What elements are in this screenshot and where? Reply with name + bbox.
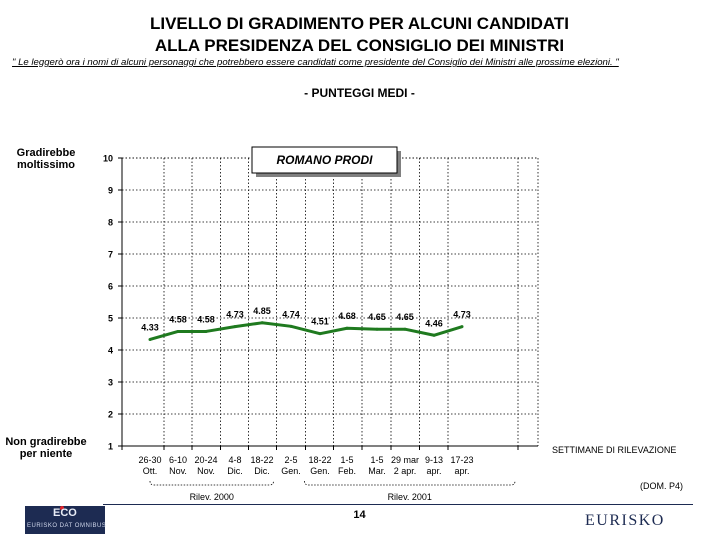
data-label: 4.65 — [368, 312, 386, 322]
data-label: 4.33 — [141, 322, 159, 332]
group-label: Rilev. 2000 — [190, 492, 234, 502]
chart-title: ROMANO PRODI — [277, 153, 374, 167]
x-tick-label: 18-22 — [308, 455, 331, 465]
data-label: 4.65 — [396, 312, 414, 322]
x-tick-label: 9-13 — [425, 455, 443, 465]
y-tick-label: 8 — [108, 218, 113, 228]
x-tick-label: Ott. — [143, 466, 158, 476]
data-point — [204, 329, 208, 333]
page-subtitle: - PUNTEGGI MEDI - — [304, 86, 415, 100]
y-tick-label: 4 — [108, 346, 113, 356]
y-tick-label: 5 — [108, 314, 113, 324]
data-point — [176, 329, 180, 333]
data-label: 4.46 — [425, 318, 443, 328]
x-tick-label: Nov. — [197, 466, 215, 476]
page-title-line2: ALLA PRESIDENZA DEL CONSIGLIO DEI MINIST… — [154, 36, 565, 55]
eurisko-logo: EURISKO — [585, 512, 665, 529]
data-point — [460, 325, 464, 329]
data-point — [148, 337, 152, 341]
chart-title-box — [251, 146, 398, 174]
eco-logo: ECO EURISKO DAT OMNIBUS — [25, 506, 107, 534]
eco-logo-text: ECO — [53, 507, 77, 519]
data-label: 4.73 — [226, 310, 244, 320]
x-tick-label: Gen. — [281, 466, 301, 476]
y-tick-label: 1 — [108, 442, 113, 452]
x-tick-label: 17-23 — [450, 455, 473, 465]
x-tick-label: 20-24 — [194, 455, 217, 465]
group-bracket — [304, 480, 516, 486]
x-tick-label: 1-5 — [340, 455, 353, 465]
x-axis-title: SETTIMANE DI RILEVAZIONE — [552, 445, 677, 455]
x-tick-label: 2-5 — [284, 455, 297, 465]
data-label: 4.73 — [453, 310, 471, 320]
data-point — [233, 325, 237, 329]
y-tick-label: 2 — [108, 410, 113, 420]
y-tick-label: 10 — [103, 154, 113, 164]
x-tick-label: Feb. — [338, 466, 356, 476]
group-bracket — [149, 480, 274, 486]
question-note: " Le leggerò ora i nomi di alcuni person… — [12, 57, 619, 68]
x-tick-label: Mar. — [368, 466, 386, 476]
group-label: Rilev. 2001 — [388, 492, 432, 502]
x-tick-label: 26-30 — [138, 455, 161, 465]
x-tick-label: 4-8 — [228, 455, 241, 465]
logo-dot-icon — [60, 506, 64, 510]
x-tick-label: Dic. — [227, 466, 243, 476]
data-point — [260, 321, 264, 325]
page-number: 14 — [353, 509, 366, 521]
y-axis-top-label: Gradirebbe moltissimo — [16, 147, 76, 171]
y-tick-label: 6 — [108, 282, 113, 292]
y-tick-label: 7 — [108, 250, 113, 260]
data-label: 4.85 — [253, 306, 271, 316]
y-tick-label: 9 — [108, 186, 113, 196]
y-tick-label: 3 — [108, 378, 113, 388]
data-label: 4.68 — [338, 311, 356, 321]
data-label: 4.58 — [197, 314, 215, 324]
data-point — [432, 333, 436, 337]
data-point — [345, 326, 349, 330]
data-label: 4.58 — [169, 314, 187, 324]
x-tick-label: Dic. — [254, 466, 270, 476]
x-tick-label: Gen. — [310, 466, 330, 476]
x-tick-label: 2 apr. — [394, 466, 417, 476]
data-label: 4.74 — [282, 309, 300, 319]
x-tick-label: 6-10 — [169, 455, 187, 465]
eco-logo-subtext: EURISKO DAT OMNIBUS — [27, 523, 107, 529]
data-point — [289, 324, 293, 328]
y-axis-bottom-label: Non gradirebbe per niente — [5, 436, 87, 460]
x-tick-label: 1-5 — [370, 455, 383, 465]
x-tick-label: apr. — [426, 466, 441, 476]
footer-divider — [103, 504, 693, 505]
data-point — [318, 332, 322, 336]
x-tick-label: apr. — [454, 466, 469, 476]
data-point — [403, 327, 407, 331]
x-tick-label: 18-22 — [250, 455, 273, 465]
page-title-line1: LIVELLO DI GRADIMENTO PER ALCUNI CANDIDA… — [149, 14, 569, 33]
data-point — [375, 327, 379, 331]
series-line — [149, 321, 463, 341]
source-code: (DOM. P4) — [640, 481, 684, 491]
x-tick-label: Nov. — [169, 466, 187, 476]
data-label: 4.51 — [311, 317, 329, 327]
x-tick-label: 29 mar — [391, 455, 419, 465]
